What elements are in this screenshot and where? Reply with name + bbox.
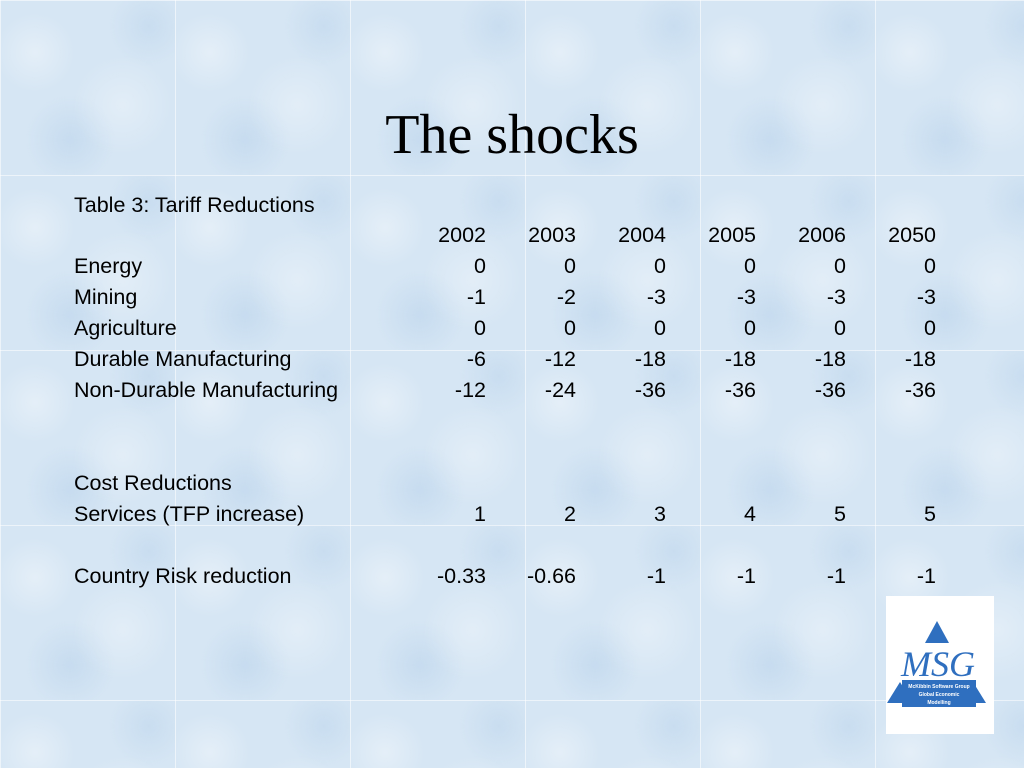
cell-value: -1 <box>916 564 936 588</box>
cell-value: -24 <box>544 378 576 402</box>
logo-triangle-top <box>925 621 949 643</box>
cell-value: -18 <box>904 347 936 371</box>
cell-value: -3 <box>646 285 666 309</box>
cell-value: -12 <box>544 347 576 371</box>
logo-caption-line: McKibbin Software Group <box>908 684 969 690</box>
table-caption: Table 3: Tariff Reductions <box>74 193 315 217</box>
cell-value: 0 <box>924 254 936 278</box>
logo-banner <box>902 680 976 707</box>
row-label: Mining <box>74 285 138 309</box>
row-label: Services (TFP increase) <box>74 502 305 526</box>
cell-value: -36 <box>814 378 846 402</box>
cell-value: 0 <box>834 316 846 340</box>
msg-logo: MSG McKibbin Software Group Global Econo… <box>886 596 994 734</box>
cell-value: 3 <box>654 502 666 526</box>
row-label: Non-Durable Manufacturing <box>74 378 339 402</box>
cell-value: 0 <box>474 316 486 340</box>
cell-value: 1 <box>474 502 486 526</box>
cell-value: 2 <box>564 502 576 526</box>
cell-value: -36 <box>634 378 666 402</box>
cell-value: -1 <box>736 564 756 588</box>
table-row: Energy 0 0 0 0 0 0 <box>74 251 936 282</box>
cell-value: -18 <box>634 347 666 371</box>
cell-value: 4 <box>744 502 756 526</box>
year-header: 2005 <box>708 223 756 247</box>
cell-value: 5 <box>834 502 846 526</box>
table-row: Mining -1 -2 -3 -3 -3 -3 <box>74 282 936 313</box>
year-header: 2050 <box>888 223 936 247</box>
cell-value: -3 <box>826 285 846 309</box>
table-row: Durable Manufacturing -6 -12 -18 -18 -18… <box>74 344 936 375</box>
cell-value: -18 <box>724 347 756 371</box>
table-row: Country Risk reduction -0.33 -0.66 -1 -1… <box>74 561 936 592</box>
cell-value: -3 <box>916 285 936 309</box>
cell-value: 0 <box>564 316 576 340</box>
row-label: Country Risk reduction <box>74 564 292 588</box>
cell-value: -6 <box>466 347 486 371</box>
cell-value: -0.66 <box>526 564 576 588</box>
cell-value: -12 <box>454 378 486 402</box>
msg-logo-graphic: MSG McKibbin Software Group Global Econo… <box>887 621 986 707</box>
header-blank-cell <box>74 220 396 251</box>
tariff-table: 2002 2003 2004 2005 2006 2050 Energy 0 0… <box>74 220 936 592</box>
cell-value: -36 <box>724 378 756 402</box>
slide-title: The shocks <box>385 104 639 166</box>
year-header: 2006 <box>798 223 846 247</box>
year-header: 2002 <box>438 223 486 247</box>
year-header-row: 2002 2003 2004 2005 2006 2050 <box>74 220 936 251</box>
cell-value: 0 <box>564 254 576 278</box>
cell-value: -18 <box>814 347 846 371</box>
cell-value: 0 <box>654 316 666 340</box>
cost-reductions-heading: Cost Reductions <box>74 471 232 495</box>
table-row: Agriculture 0 0 0 0 0 0 <box>74 313 936 344</box>
cell-value: 0 <box>744 316 756 340</box>
cell-value: -3 <box>736 285 756 309</box>
year-header: 2004 <box>618 223 666 247</box>
cell-value: -1 <box>646 564 666 588</box>
section-heading-row: Cost Reductions <box>74 468 936 499</box>
cell-value: 0 <box>654 254 666 278</box>
cell-value: -0.33 <box>436 564 486 588</box>
year-header: 2003 <box>528 223 576 247</box>
logo-caption-line: Global Economic <box>919 692 960 698</box>
row-label: Agriculture <box>74 316 177 340</box>
cell-value: -1 <box>826 564 846 588</box>
cell-value: -36 <box>904 378 936 402</box>
row-label: Energy <box>74 254 143 278</box>
cell-value: -2 <box>556 285 576 309</box>
spacer-row <box>74 530 936 561</box>
spacer-row <box>74 437 936 468</box>
cell-value: 0 <box>474 254 486 278</box>
table-row: Services (TFP increase) 1 2 3 4 5 5 <box>74 499 936 530</box>
row-label: Durable Manufacturing <box>74 347 292 371</box>
cell-value: 5 <box>924 502 936 526</box>
logo-caption-line: Modelling <box>927 700 950 706</box>
cell-value: 0 <box>744 254 756 278</box>
cell-value: -1 <box>466 285 486 309</box>
cell-value: 0 <box>924 316 936 340</box>
spacer-row <box>74 406 936 437</box>
cell-value: 0 <box>834 254 846 278</box>
logo-text: MSG <box>900 644 975 684</box>
table-row: Non-Durable Manufacturing -12 -24 -36 -3… <box>74 375 936 406</box>
